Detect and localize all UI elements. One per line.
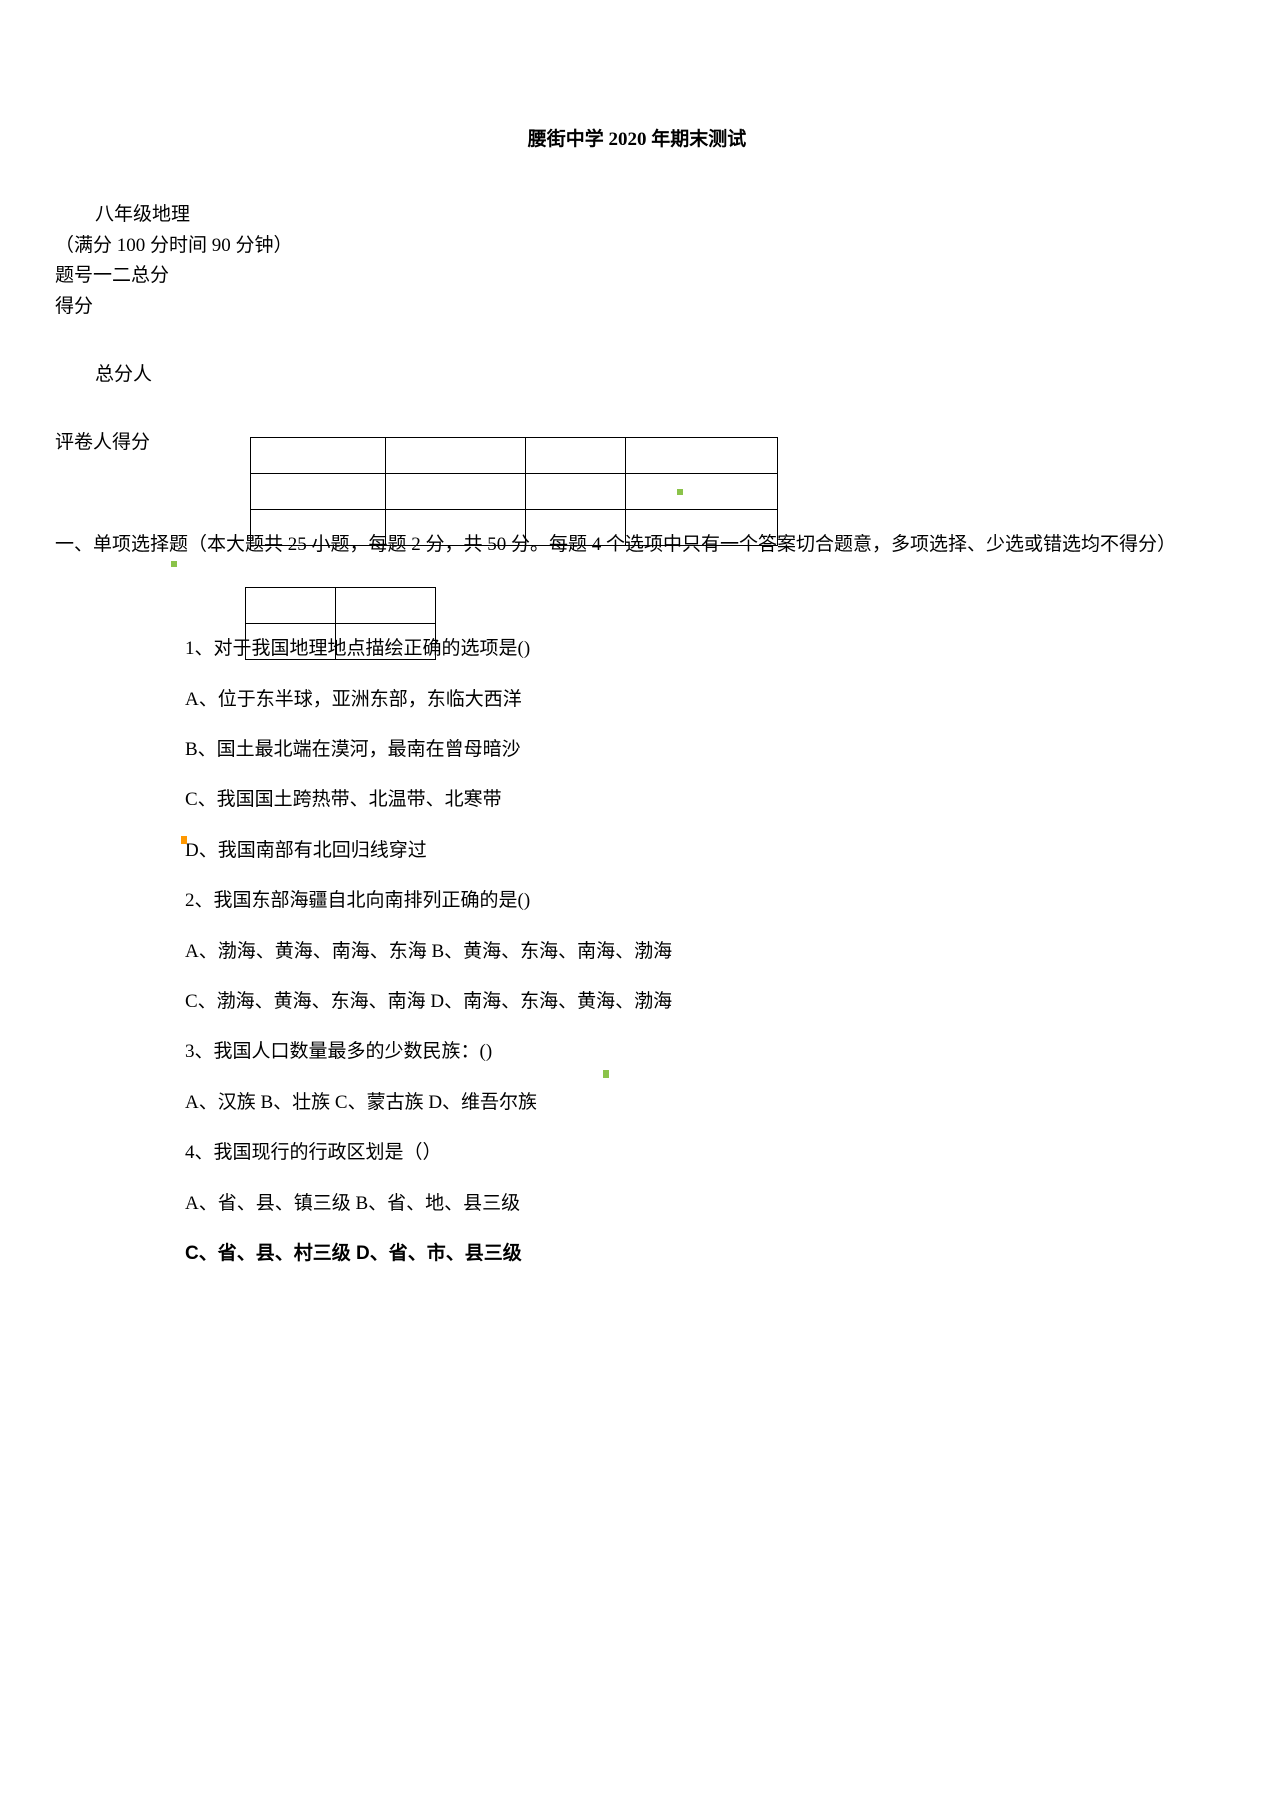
section-cell [336, 588, 436, 624]
score-cell [251, 474, 386, 510]
defen-line: 得分 [55, 292, 1219, 322]
mark-icon [603, 1070, 609, 1078]
score-cell [526, 474, 626, 510]
mark-icon [171, 561, 177, 567]
page-title: 腰街中学 2020 年期末测试 [55, 125, 1219, 155]
score-cell [386, 510, 526, 546]
section-table [245, 587, 436, 660]
score-cell [626, 474, 778, 510]
option-text: B、国土最北端在漠河，最南在曾母暗沙 [185, 735, 1219, 765]
score-cell [526, 438, 626, 474]
score-cell [386, 438, 526, 474]
option-text: C、渤海、黄海、东海、南海 D、南海、东海、黄海、渤海 [185, 987, 1219, 1017]
option-text: A、省、县、镇三级 B、省、地、县三级 [185, 1189, 1219, 1219]
option-text: A、位于东半球，亚洲东部，东临大西洋 [185, 685, 1219, 715]
section-cell [246, 588, 336, 624]
score-cell [251, 438, 386, 474]
questions-block: 1、对于我国地理地点描绘正确的选项是() A、位于东半球，亚洲东部，东临大西洋 … [185, 634, 1219, 1269]
section-cell [246, 624, 336, 660]
tihao-line: 题号一二总分 [55, 261, 1219, 291]
table-row [251, 474, 778, 510]
table-row [246, 624, 436, 660]
section-cell [336, 624, 436, 660]
option-text: A、汉族 B、壮族 C、蒙古族 D、维吾尔族 [185, 1088, 1219, 1118]
score-cell [386, 474, 526, 510]
option-text: D、我国南部有北回归线穿过 [185, 836, 1219, 866]
option-text-bold: C、省、县、村三级 D、省、市、县三级 [185, 1239, 1219, 1269]
question-text: 2、我国东部海疆自北向南排列正确的是() [185, 886, 1219, 916]
zongfenren-label: 总分人 [95, 360, 1219, 390]
option-text: A、渤海、黄海、南海、东海 B、黄海、东海、南海、渤海 [185, 937, 1219, 967]
question-text: 4、我国现行的行政区划是（） [185, 1138, 1219, 1168]
question-text: 3、我国人口数量最多的少数民族：() [185, 1037, 1219, 1067]
fullscore-line: （满分 100 分时间 90 分钟） [55, 231, 1219, 261]
mark-icon [677, 489, 683, 495]
score-cell [626, 438, 778, 474]
mark-icon [181, 836, 187, 844]
score-cell [251, 510, 386, 546]
score-table [250, 437, 778, 546]
table-row [251, 438, 778, 474]
table-row [251, 510, 778, 546]
subject-line: 八年级地理 [95, 200, 1219, 230]
option-text: C、我国国土跨热带、北温带、北寒带 [185, 785, 1219, 815]
score-cell [526, 510, 626, 546]
header-region: 八年级地理 （满分 100 分时间 90 分钟） 题号一二总分 得分 [55, 200, 1219, 559]
table-row [246, 588, 436, 624]
score-cell [626, 510, 778, 546]
